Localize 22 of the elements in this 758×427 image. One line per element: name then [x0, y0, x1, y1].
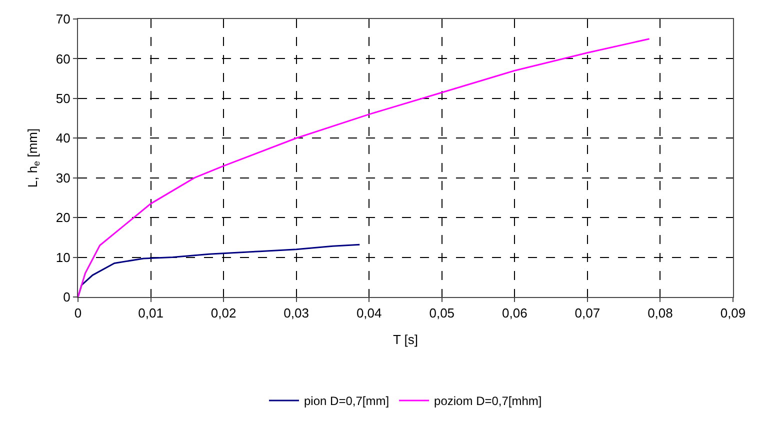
x-tick-label: 0: [74, 306, 82, 321]
y-tick-label: 50: [56, 90, 70, 106]
x-axis-title: T [s]: [392, 332, 418, 348]
y-tick-label: 10: [56, 250, 70, 265]
y-tick-label: 30: [56, 170, 70, 186]
x-tick-label: 0,08: [648, 306, 673, 321]
legend-label: poziom D=0,7[mhm]: [434, 394, 542, 408]
x-tick-label: 0,09: [720, 306, 746, 321]
x-tick-label: 0,05: [429, 306, 455, 321]
x-tick-label: 0,04: [356, 306, 382, 321]
x-tick-label: 0,07: [574, 306, 600, 321]
y-tick-label: 60: [56, 51, 70, 66]
line-series: [78, 38, 650, 297]
x-tick-label: 0,06: [502, 306, 528, 321]
y-tick-label: 40: [56, 130, 70, 146]
y-tick-label: 70: [56, 12, 70, 27]
y-tick-label: 0: [63, 290, 70, 305]
x-tick-label: 0,01: [138, 306, 164, 321]
legend-label: pion D=0,7[mm]: [304, 394, 390, 408]
y-tick-label: 20: [56, 210, 70, 226]
x-tick-label: 0,02: [210, 306, 236, 321]
x-tick-label: 0,03: [284, 306, 309, 321]
